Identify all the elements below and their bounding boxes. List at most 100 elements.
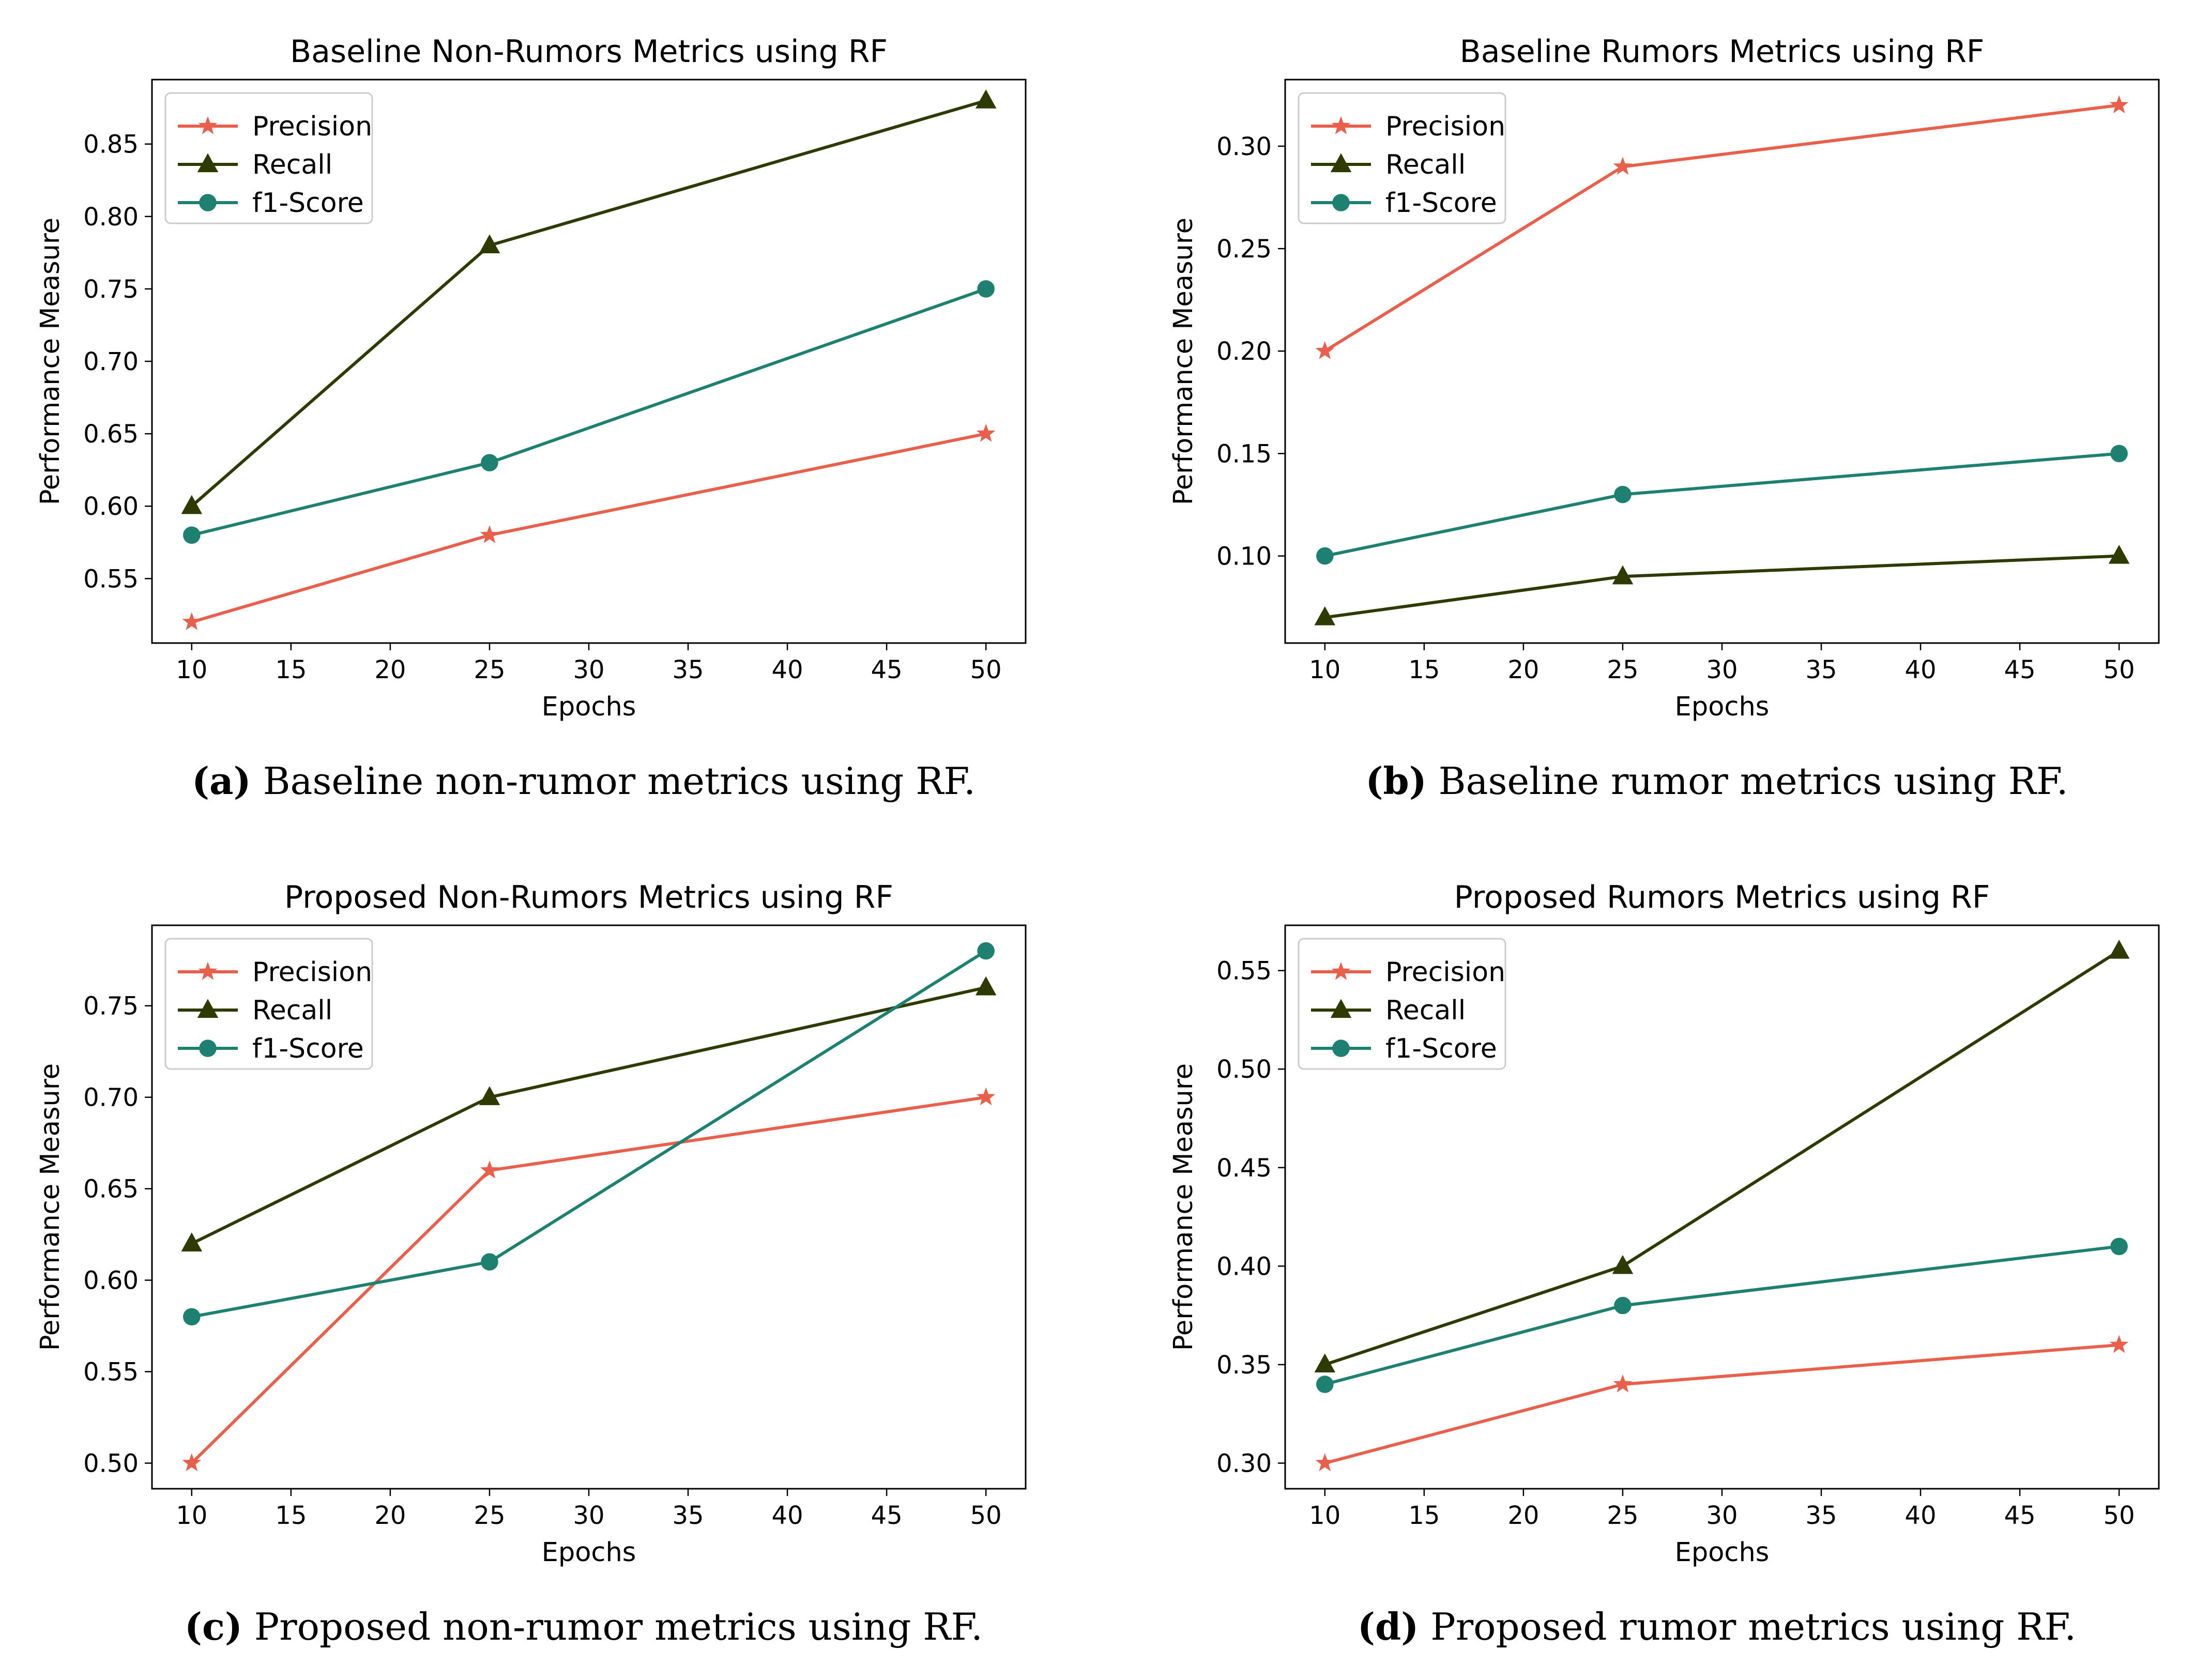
x-tick-label: 10 [1309,655,1340,684]
x-axis-label: Epochs [542,1537,636,1568]
legend-label: Recall [252,995,332,1026]
legend-marker [198,116,218,134]
y-axis-ticks: 0.50 0.55 0.60 0.65 0.70 0.75 [83,992,152,1478]
y-tick-label: 0.35 [1216,1351,1272,1380]
x-tick-label: 50 [2103,655,2135,684]
legend-marker [1330,999,1352,1018]
data-point-f1-score [481,1253,498,1271]
x-tick-label: 15 [275,655,307,684]
caption: (c) Proposed non-rumor metrics using RF. [185,1605,983,1648]
y-tick-label: 0.70 [83,1083,139,1112]
y-tick-label: 0.55 [1216,957,1272,986]
x-tick-label: 10 [176,1501,207,1530]
series-recall [181,89,997,514]
data-point-f1-score [1614,1296,1632,1315]
panel-d: Proposed Rumors Metrics using RF 10 15 20 2… [1168,879,2160,1648]
x-tick-label: 45 [2004,655,2036,684]
legend-marker [1332,194,1350,211]
legend-label: Recall [1385,149,1466,180]
data-point-f1-score [1316,1376,1334,1393]
x-tick-label: 35 [1806,655,1837,684]
x-axis-label: Epochs [1675,692,1770,722]
panel-a: Baseline Non-Rumors Metrics using RF 10 1… [35,34,1027,803]
x-tick-label: 15 [1408,655,1440,684]
legend-entry-recall: Recall [1311,149,1466,180]
x-tick-label: 45 [871,1501,903,1530]
data-point-recall [479,234,500,253]
y-tick-label: 0.50 [1216,1055,1272,1084]
caption-letter: (c) [185,1605,242,1648]
x-tick-label: 50 [2103,1501,2135,1530]
x-tick-label: 25 [1607,655,1638,684]
x-tick-label: 40 [1905,655,1937,684]
x-tick-label: 15 [275,1501,307,1530]
chart-title: Proposed Rumors Metrics using RF [1454,879,1990,915]
data-point-recall [479,1086,500,1105]
y-tick-label: 0.80 [83,203,139,232]
series-recall [1314,939,2130,1373]
legend-marker [1330,153,1352,173]
x-axis-ticks: 10 15 20 25 30 35 40 45 50 [176,643,1002,684]
x-tick-label: 35 [1806,1501,1837,1530]
data-point-precision [1613,1374,1633,1393]
data-point-recall [2108,544,2130,564]
x-tick-label: 30 [1706,655,1737,684]
legend-label: Precision [252,111,372,142]
data-point-f1-score [977,280,995,298]
data-point-precision [2109,95,2129,114]
legend: Precision Recall f1-Score [164,938,373,1070]
y-axis-ticks: 0.55 0.60 0.65 0.70 0.75 0.80 0.85 [83,130,152,593]
x-tick-label: 20 [1507,655,1539,684]
series-layer [181,89,997,630]
y-tick-label: 0.15 [1216,439,1272,468]
series-recall [181,976,997,1251]
y-tick-label: 0.20 [1216,337,1272,366]
x-axis-label: Epochs [542,692,636,722]
caption: (a) Baseline non-rumor metrics using RF. [192,759,975,803]
data-point-recall [1612,565,1634,585]
x-tick-label: 10 [176,655,207,684]
legend: Precision Recall f1-Score [1298,938,1506,1070]
x-tick-label: 20 [1507,1501,1539,1530]
y-tick-label: 0.85 [83,130,139,159]
y-tick-label: 0.60 [83,492,139,521]
legend-marker [1332,1040,1350,1057]
caption: (b) Baseline rumor metrics using RF. [1365,759,2068,803]
y-tick-label: 0.30 [1216,132,1272,161]
x-tick-label: 30 [1706,1501,1737,1530]
data-point-recall [1612,1255,1634,1274]
legend-label: f1-Score [252,1033,364,1064]
x-tick-label: 25 [1607,1501,1638,1530]
series-precision [1315,1335,2129,1471]
data-point-f1-score [2110,445,2128,463]
data-point-f1-score [2110,1238,2128,1255]
y-tick-label: 0.75 [83,992,139,1021]
y-tick-label: 0.30 [1216,1449,1272,1478]
data-point-precision [1315,1453,1335,1471]
y-tick-label: 0.65 [83,1175,139,1204]
data-point-precision [480,1160,499,1179]
legend-label: Precision [252,957,372,988]
legend-label: f1-Score [1385,1033,1497,1064]
series-f1-score [183,280,995,544]
x-tick-label: 40 [1905,1501,1937,1530]
y-tick-label: 0.60 [83,1266,139,1295]
x-tick-label: 15 [1408,1501,1440,1530]
legend-label: Precision [1385,111,1505,142]
legend: Precision Recall f1-Score [164,92,373,224]
legend-marker [1331,961,1351,980]
data-point-f1-score [481,454,498,471]
x-tick-label: 20 [374,1501,406,1530]
legend-entry-precision: Precision [1311,957,1505,988]
data-point-f1-score [183,526,201,544]
x-tick-label: 45 [871,655,903,684]
legend-marker [197,153,219,173]
legend-entry-f1-score: f1-Score [178,188,364,219]
data-point-precision [1613,157,1633,175]
x-tick-label: 30 [573,1501,604,1530]
y-tick-label: 0.75 [83,275,139,304]
data-point-recall [181,495,203,514]
legend-entry-f1-score: f1-Score [1311,1033,1497,1064]
x-axis-ticks: 10 15 20 25 30 35 40 45 50 [1309,1489,2135,1530]
